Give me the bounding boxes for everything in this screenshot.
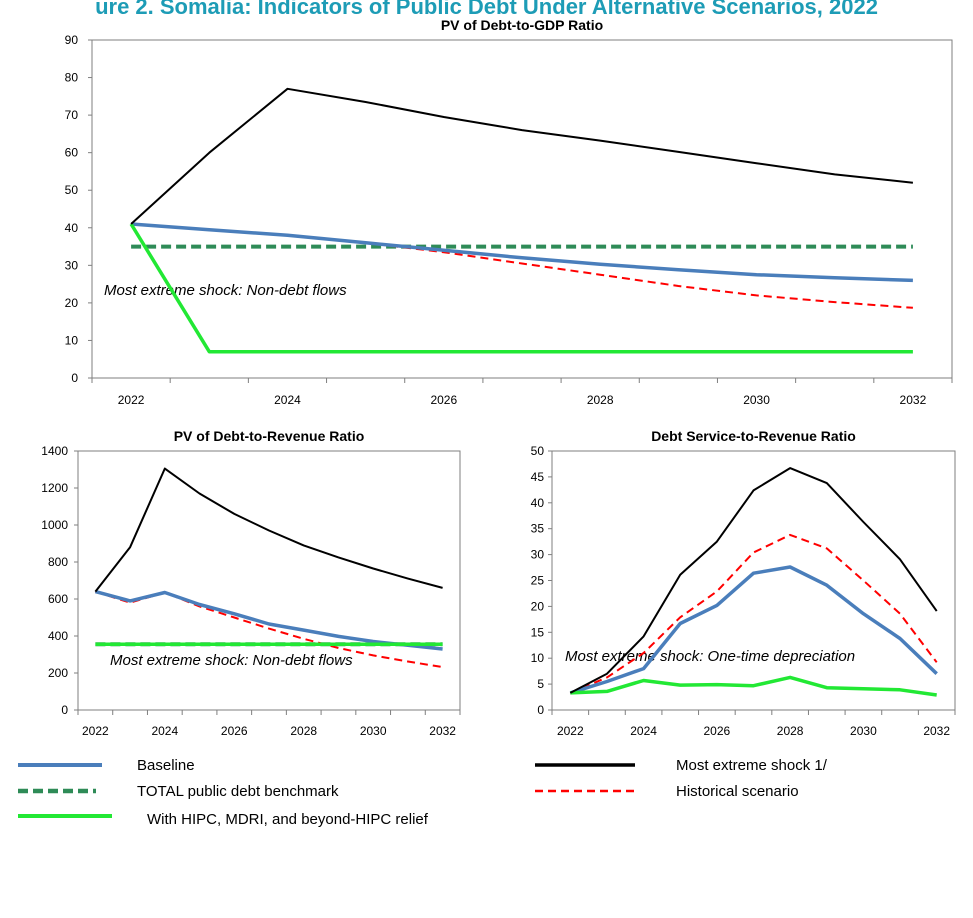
y-tick-label: 50 [65,183,79,197]
y-tick-label: 0 [61,703,68,717]
x-tick-label: 2032 [923,724,950,738]
y-tick-label: 20 [531,599,545,613]
x-tick-label: 2028 [587,393,614,407]
y-tick-label: 5 [537,677,544,691]
series-line-baseline [569,565,938,695]
y-tick-label: 50 [531,444,545,458]
series-line-shock [569,467,938,694]
y-tick-label: 10 [531,651,545,665]
y-tick-label: 1200 [41,481,68,495]
legend: Baseline Most extreme shock 1/TOTAL publi… [18,757,828,828]
y-tick-label: 90 [65,33,79,47]
chart-title: PV of Debt-to-GDP Ratio [441,17,603,33]
y-tick-label: 40 [65,221,79,235]
plot-frame [77,450,461,711]
y-tick-label: 30 [531,548,545,562]
x-tick-label: 2030 [360,724,387,738]
series-line-hipc [129,223,913,354]
y-tick-label: 40 [531,496,545,510]
x-tick-label: 2026 [430,393,457,407]
x-tick-label: 2030 [743,393,770,407]
y-tick-label: 10 [65,333,79,347]
y-tick-label: 600 [48,592,68,606]
x-tick-label: 2022 [118,393,145,407]
y-tick-label: 800 [48,555,68,569]
chart-annotation: Most extreme shock: Non-debt flows [110,652,353,669]
series-line-hipc [570,675,937,697]
x-tick-label: 2022 [82,724,109,738]
page-title: ure 2. Somalia: Indicators of Public Deb… [95,0,878,19]
series-line-baseline [94,589,443,651]
y-tick-label: 0 [71,371,78,385]
legend-label-baseline: Baseline [137,757,195,774]
series-line-baseline [130,222,913,283]
chart-panel-3: Debt Service-to-Revenue Ratio 0 5 10 15 20 25 3… [531,428,956,738]
y-tick-label: 60 [65,146,79,160]
y-tick-label: 200 [48,666,68,680]
chart-title: Debt Service-to-Revenue Ratio [651,428,856,444]
y-tick-label: 35 [531,522,545,536]
chart-annotation: Most extreme shock: Non-debt flows [104,282,347,299]
x-tick-label: 2032 [429,724,456,738]
chart-annotation: Most extreme shock: One-time depreciatio… [565,648,855,665]
series-line-shock [94,467,443,593]
chart-title: PV of Debt-to-Revenue Ratio [174,428,365,444]
y-tick-label: 45 [531,470,545,484]
series-line-shock [130,87,914,225]
legend-label-hipc: With HIPC, MDRI, and beyond-HIPC relief [147,811,429,828]
y-tick-label: 80 [65,71,79,85]
legend-label-historical: Historical scenario [676,783,799,800]
y-tick-label: 0 [537,703,544,717]
legend-label-shock: Most extreme shock 1/ [676,757,828,774]
x-tick-label: 2024 [630,724,657,738]
x-tick-label: 2026 [704,724,731,738]
series-line-historical [569,533,938,694]
y-tick-label: 70 [65,108,79,122]
y-tick-label: 25 [531,574,545,588]
x-tick-label: 2028 [290,724,317,738]
plot-frame [91,39,953,379]
x-tick-label: 2024 [274,393,301,407]
chart-panel-1: PV of Debt-to-GDP Ratio01020304050607080… [65,17,953,407]
x-tick-label: 2032 [900,393,927,407]
chart-panel-2: PV of Debt-to-Revenue Ratio 0 200 400 600 800… [41,428,461,738]
x-tick-label: 2028 [777,724,804,738]
series-line-historical [95,590,443,669]
x-tick-label: 2022 [557,724,584,738]
y-tick-label: 15 [531,625,545,639]
x-tick-label: 2030 [850,724,877,738]
y-tick-label: 1400 [41,444,68,458]
legend-label-benchmark: TOTAL public debt benchmark [137,783,339,800]
x-tick-label: 2024 [151,724,178,738]
y-tick-label: 400 [48,629,68,643]
y-tick-label: 1000 [41,518,68,532]
y-tick-label: 30 [65,258,79,272]
x-tick-label: 2026 [221,724,248,738]
y-tick-label: 20 [65,296,79,310]
